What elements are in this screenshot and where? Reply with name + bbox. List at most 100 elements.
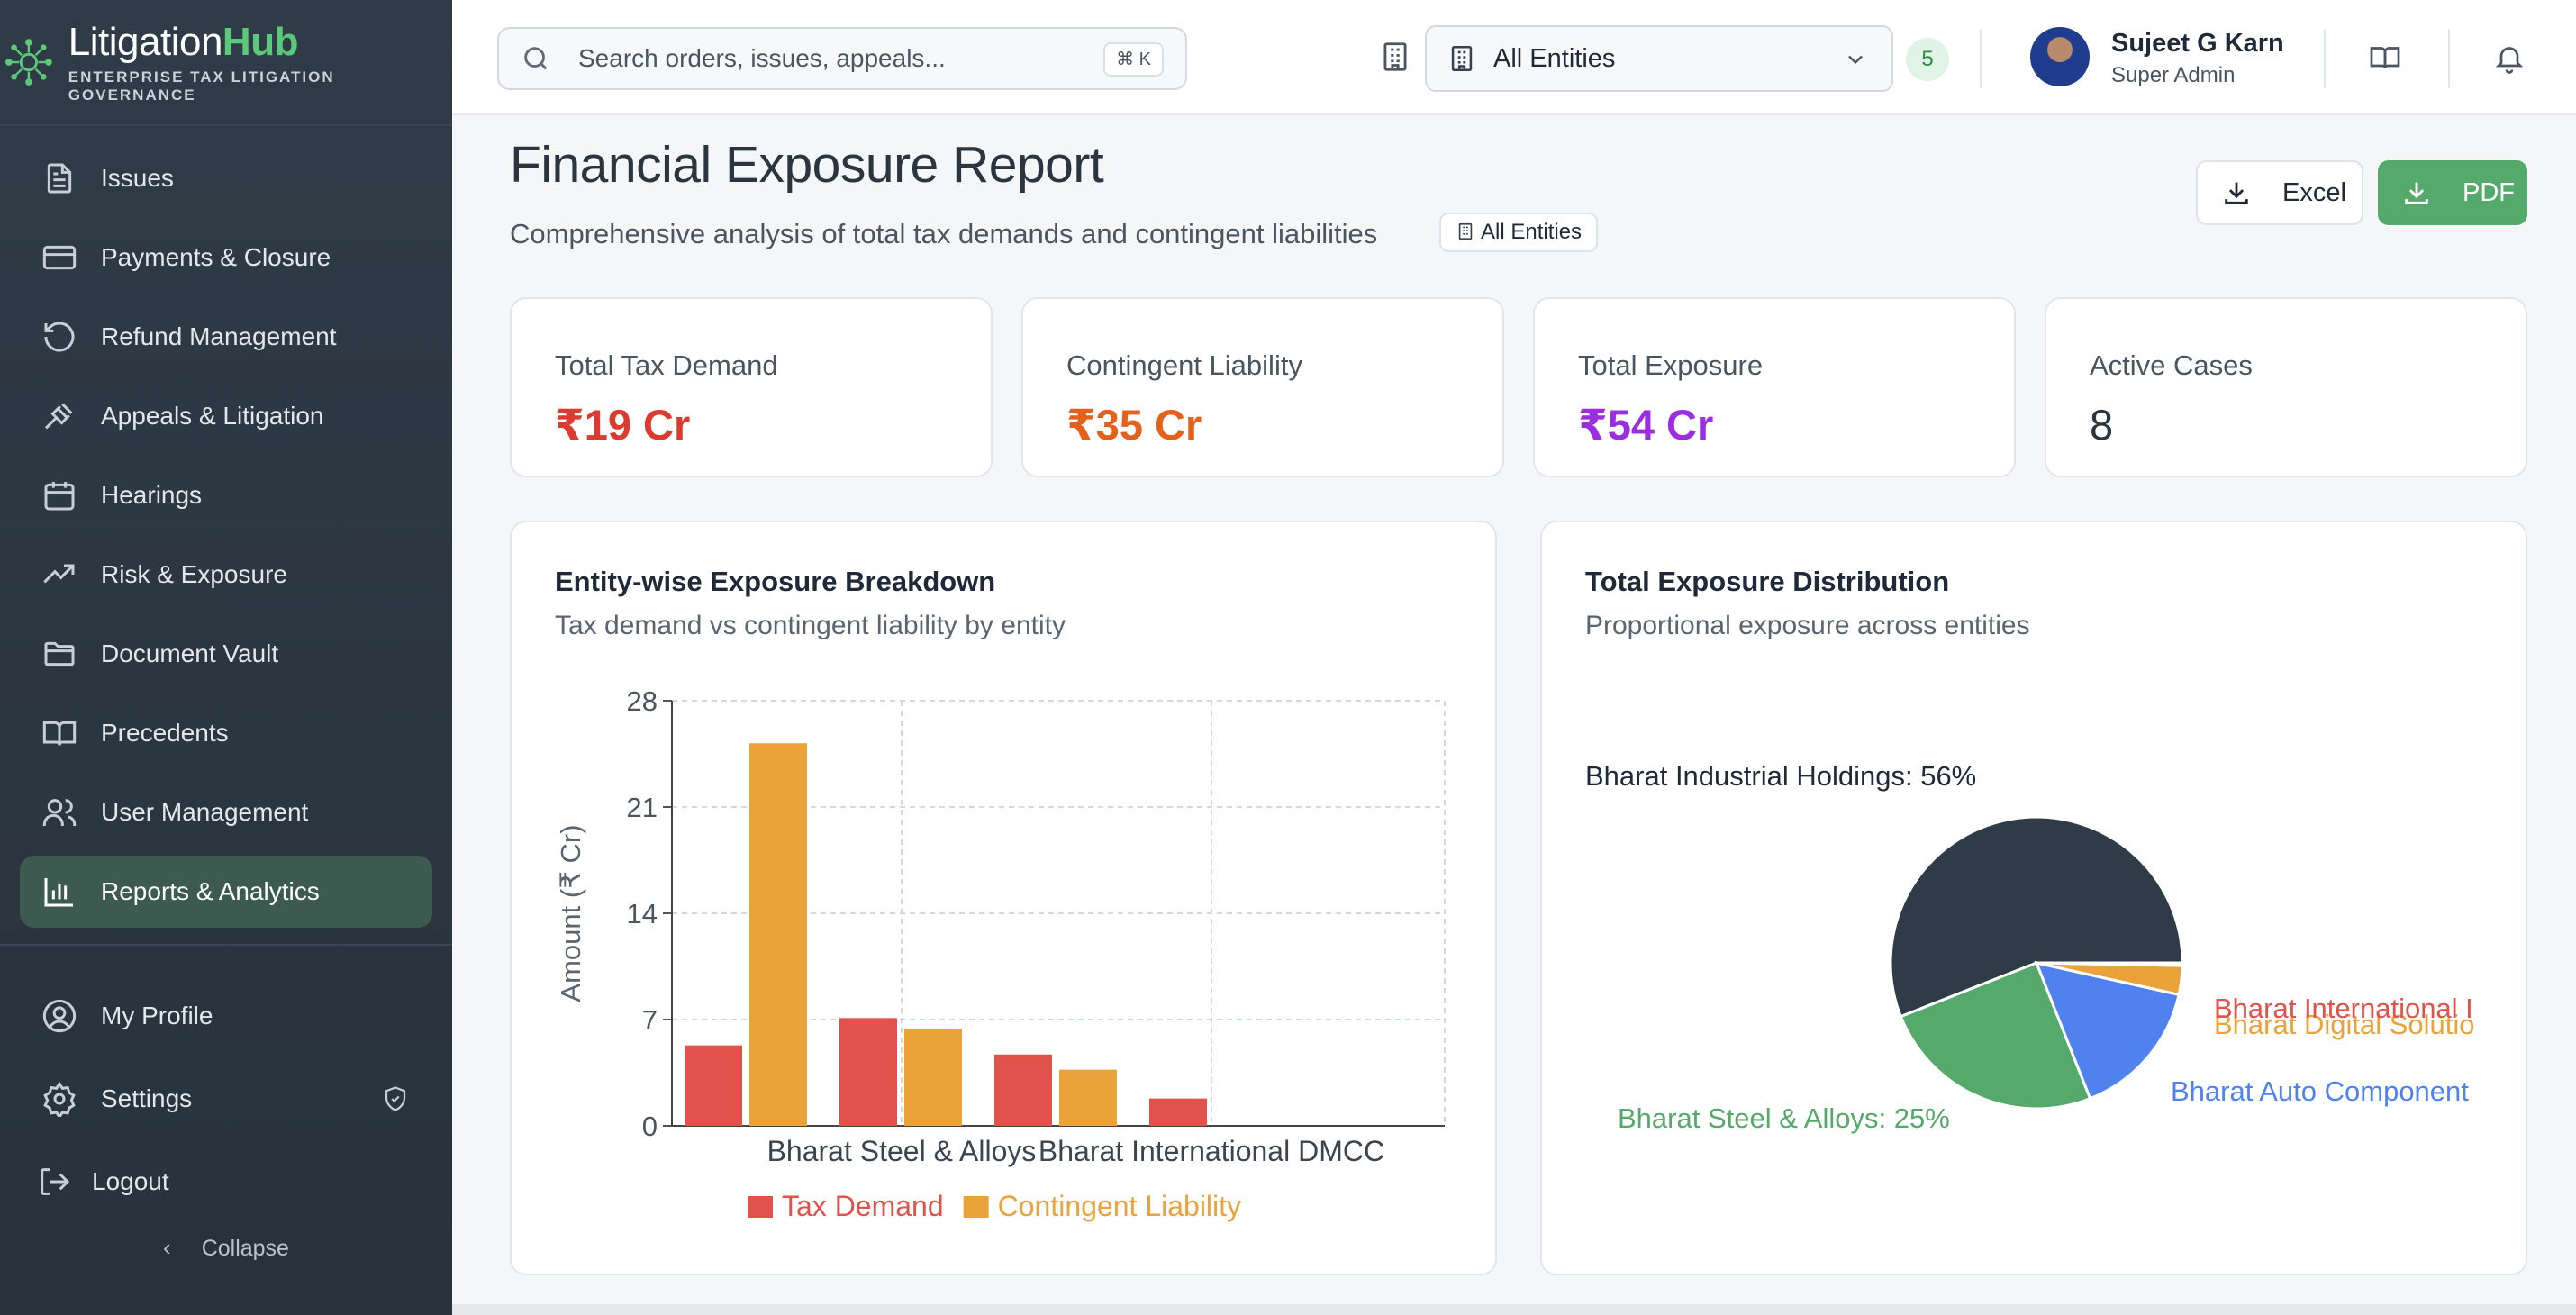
users-icon	[42, 799, 77, 826]
sidebar-item-logout[interactable]: Logout	[20, 1142, 432, 1221]
brand-name: LitigationHub	[68, 20, 299, 64]
pie-slice-label: Bharat Digital Solutio	[2214, 1009, 2475, 1040]
bar-tax-demand	[685, 1045, 742, 1126]
x-tick-label: Bharat International DMCC	[1039, 1135, 1384, 1167]
card-title: Total Exposure Distribution	[1585, 566, 1950, 597]
pie-slice	[1889, 815, 2184, 1019]
y-tick-label: 14	[627, 898, 658, 930]
kpi-value: ₹35 Cr	[1066, 401, 1202, 449]
entity-exposure-card: Entity-wise Exposure Breakdown Tax deman…	[510, 521, 1497, 1275]
pie-slice-label: Bharat Steel & Alloys: 25%	[1618, 1102, 1950, 1134]
gear-icon	[43, 1081, 76, 1117]
horizontal-scrollbar[interactable]	[452, 1304, 2576, 1315]
kpi-label: Total Exposure	[1578, 349, 1764, 381]
page-title: Financial Exposure Report	[510, 136, 1104, 194]
sidebar-item-label: Precedents	[101, 719, 229, 747]
pie-slice	[1899, 961, 2092, 1111]
divider	[2448, 29, 2450, 88]
export-excel-label: Excel	[2282, 177, 2346, 207]
sidebar-item-users[interactable]: User Management	[20, 776, 432, 848]
collapse-sidebar-button[interactable]: ‹ Collapse	[0, 1234, 452, 1262]
bar-contingent-liability	[1059, 1069, 1117, 1126]
kpi-card-contingent-liability: Contingent Liability ₹35 Cr	[1021, 297, 1504, 477]
kpi-value: ₹19 Cr	[555, 401, 691, 449]
bar-tax-demand	[1149, 1098, 1207, 1126]
pie-slice	[2034, 960, 2181, 1101]
entity-count-badge: 5	[1906, 38, 1949, 81]
search-icon	[524, 47, 548, 70]
building-icon	[1383, 42, 1407, 71]
sidebar-item-label: Hearings	[101, 481, 203, 509]
card-title: Entity-wise Exposure Breakdown	[555, 566, 996, 597]
card-subtitle: Tax demand vs contingent liability by en…	[555, 611, 1066, 640]
sidebar-item-my-profile[interactable]: My Profile	[20, 976, 432, 1056]
sidebar-item-label: Document Vault	[101, 639, 279, 667]
bar-tax-demand	[839, 1018, 897, 1126]
sidebar-item-documents[interactable]: Document Vault	[20, 618, 432, 690]
sidebar-bottom: My Profile Settings Logout	[0, 973, 452, 1225]
scope-chip-label: All Entities	[1481, 220, 1583, 244]
divider	[1980, 29, 1982, 88]
sidebar-item-issues[interactable]: Issues	[20, 142, 432, 214]
sidebar-item-label: Issues	[101, 164, 174, 192]
export-excel-button[interactable]: Excel	[2196, 160, 2363, 225]
kpi-card-tax-demand: Total Tax Demand ₹19 Cr	[510, 297, 993, 477]
sidebar-nav: Issues Payments & Closure Refund Managem…	[0, 126, 452, 928]
book-open-icon[interactable]	[2369, 41, 2401, 74]
chevron-down-icon	[1848, 55, 1863, 65]
legend-label: Tax Demand	[782, 1190, 944, 1222]
bar-chart: 0 7 14 21 28 Bharat Steel & Alloys Bharat Inte…	[555, 685, 1446, 1222]
download-icon	[2225, 182, 2248, 204]
sidebar-item-label: Settings	[101, 1084, 193, 1112]
bar-chart-icon	[44, 878, 73, 907]
search-input[interactable]: Search orders, issues, appeals... ⌘ K	[497, 27, 1187, 90]
sidebar-item-refunds[interactable]: Refund Management	[20, 301, 432, 373]
kpi-label: Active Cases	[2090, 349, 2253, 381]
sidebar-item-label: Reports & Analytics	[101, 877, 320, 905]
search-shortcut: ⌘ K	[1103, 42, 1164, 77]
sidebar-item-hearings[interactable]: Hearings	[20, 459, 432, 531]
brand[interactable]: LitigationHub ENTERPRISE TAX LITIGATION …	[0, 0, 452, 126]
avatar[interactable]	[2030, 27, 2090, 86]
bell-icon[interactable]	[2493, 41, 2526, 74]
y-tick-label: 21	[627, 792, 658, 823]
entity-selected-value: All Entities	[1493, 43, 1616, 73]
pie-slice	[2036, 961, 2184, 967]
user-name[interactable]: Sujeet G Karn	[2111, 29, 2284, 58]
sidebar-item-risk[interactable]: Risk & Exposure	[20, 539, 432, 611]
divider	[2324, 29, 2326, 88]
download-icon	[2405, 182, 2428, 204]
sidebar: LitigationHub ENTERPRISE TAX LITIGATION …	[0, 0, 452, 1315]
calendar-icon	[44, 482, 75, 511]
sidebar-item-precedents[interactable]: Precedents	[20, 697, 432, 769]
document-icon	[47, 163, 72, 194]
credit-card-icon	[42, 245, 77, 270]
bar-contingent-liability	[749, 743, 807, 1126]
x-tick-label: Bharat Steel & Alloys	[767, 1135, 1037, 1167]
logout-icon	[41, 1168, 70, 1195]
sidebar-item-payments[interactable]: Payments & Closure	[20, 222, 432, 294]
gavel-icon	[44, 403, 73, 430]
sidebar-item-settings[interactable]: Settings	[20, 1059, 432, 1138]
building-icon	[1451, 45, 1473, 72]
exposure-distribution-card: Total Exposure Distribution Proportional…	[1540, 521, 2527, 1275]
sidebar-item-label: Refund Management	[101, 322, 337, 350]
shield-check-icon	[385, 1086, 406, 1111]
kpi-label: Total Tax Demand	[555, 349, 778, 381]
export-pdf-button[interactable]: PDF	[2378, 160, 2527, 225]
user-circle-icon	[42, 999, 77, 1033]
entity-selector[interactable]: All Entities	[1425, 25, 1893, 92]
y-tick-label: 0	[642, 1111, 658, 1142]
refresh-icon	[44, 322, 75, 352]
collapse-label: Collapse	[201, 1236, 289, 1261]
export-pdf-label: PDF	[2463, 177, 2515, 207]
sidebar-item-reports[interactable]: Reports & Analytics	[20, 856, 432, 928]
sidebar-item-appeals[interactable]: Appeals & Litigation	[20, 380, 432, 452]
pie-chart: Bharat Industrial Holdings: 56% Bharat St…	[1585, 760, 2475, 1134]
bar-contingent-liability	[904, 1029, 962, 1126]
kpi-card-total-exposure: Total Exposure ₹54 Cr	[1533, 297, 2016, 477]
kpi-label: Contingent Liability	[1066, 349, 1302, 381]
network-logo-icon	[5, 39, 52, 86]
page-subtitle: Comprehensive analysis of total tax dema…	[510, 218, 1378, 249]
building-icon	[1458, 222, 1473, 240]
